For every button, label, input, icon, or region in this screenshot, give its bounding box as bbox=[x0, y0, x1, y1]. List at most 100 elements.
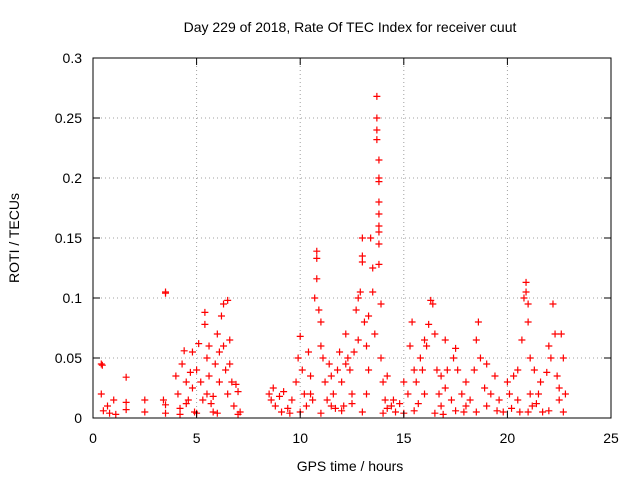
y-tick-label: 0 bbox=[74, 410, 82, 426]
data-point bbox=[355, 295, 362, 302]
data-point bbox=[396, 400, 403, 407]
data-point bbox=[183, 379, 190, 386]
data-point bbox=[560, 355, 567, 362]
data-point bbox=[106, 410, 113, 417]
data-point bbox=[510, 373, 517, 380]
data-point bbox=[99, 362, 106, 369]
data-point bbox=[346, 367, 353, 374]
data-point bbox=[539, 409, 546, 416]
data-point bbox=[473, 409, 480, 416]
data-point bbox=[266, 391, 273, 398]
data-point bbox=[369, 289, 376, 296]
data-point bbox=[210, 393, 217, 400]
y-tick-label: 0.15 bbox=[55, 230, 82, 246]
data-point bbox=[307, 373, 314, 380]
data-point bbox=[378, 355, 385, 362]
data-point bbox=[452, 407, 459, 414]
data-point bbox=[523, 289, 530, 296]
data-point bbox=[556, 397, 563, 404]
data-point bbox=[442, 337, 449, 344]
data-point bbox=[187, 369, 194, 376]
data-point bbox=[357, 289, 364, 296]
data-point bbox=[365, 313, 372, 320]
data-point bbox=[444, 367, 451, 374]
data-point bbox=[363, 343, 370, 350]
data-point bbox=[226, 361, 233, 368]
x-tick-label: 20 bbox=[500, 430, 516, 446]
data-point bbox=[483, 361, 490, 368]
data-point bbox=[504, 379, 511, 386]
data-point bbox=[415, 400, 422, 407]
data-point bbox=[359, 253, 366, 260]
data-point bbox=[123, 399, 130, 406]
data-point bbox=[535, 391, 542, 398]
data-point bbox=[508, 405, 515, 412]
data-point bbox=[110, 397, 117, 404]
data-point bbox=[123, 406, 130, 413]
data-point bbox=[141, 397, 148, 404]
data-point bbox=[382, 397, 389, 404]
data-point bbox=[373, 115, 380, 122]
data-point bbox=[351, 349, 358, 356]
data-point bbox=[359, 259, 366, 266]
data-point bbox=[462, 379, 469, 386]
data-point bbox=[104, 403, 111, 410]
data-point bbox=[545, 407, 552, 414]
data-point bbox=[162, 410, 169, 417]
data-point bbox=[214, 410, 221, 417]
data-point bbox=[375, 157, 382, 164]
data-point bbox=[220, 301, 227, 308]
data-point bbox=[179, 361, 186, 368]
data-point bbox=[525, 319, 532, 326]
data-point bbox=[520, 295, 527, 302]
data-point bbox=[440, 411, 447, 418]
data-point bbox=[425, 321, 432, 328]
data-point bbox=[98, 391, 105, 398]
data-point bbox=[375, 211, 382, 218]
data-point bbox=[481, 385, 488, 392]
data-point bbox=[313, 248, 320, 255]
data-point bbox=[375, 178, 382, 185]
data-point bbox=[436, 391, 443, 398]
data-point bbox=[317, 319, 324, 326]
data-point bbox=[224, 391, 231, 398]
data-point bbox=[301, 391, 308, 398]
x-tick-label: 15 bbox=[396, 430, 412, 446]
data-point bbox=[272, 403, 279, 410]
data-point bbox=[280, 388, 287, 395]
data-point bbox=[367, 235, 374, 242]
data-point bbox=[177, 405, 184, 412]
y-tick-label: 0.3 bbox=[63, 50, 83, 66]
data-point bbox=[458, 391, 465, 398]
data-point bbox=[349, 400, 356, 407]
data-point bbox=[355, 337, 362, 344]
data-point bbox=[319, 355, 326, 362]
data-point bbox=[276, 393, 283, 400]
data-point bbox=[342, 331, 349, 338]
data-point bbox=[371, 331, 378, 338]
data-point bbox=[545, 343, 552, 350]
data-point bbox=[531, 367, 538, 374]
data-point bbox=[317, 410, 324, 417]
data-point bbox=[303, 403, 310, 410]
data-point bbox=[477, 355, 484, 362]
data-point bbox=[363, 391, 370, 398]
data-point bbox=[549, 301, 556, 308]
data-point bbox=[378, 301, 385, 308]
data-point bbox=[201, 321, 208, 328]
data-point bbox=[373, 127, 380, 134]
x-tick-label: 0 bbox=[89, 430, 97, 446]
data-point bbox=[500, 409, 507, 416]
data-point bbox=[411, 367, 418, 374]
data-point bbox=[112, 411, 119, 418]
data-point bbox=[189, 385, 196, 392]
data-point bbox=[450, 355, 457, 362]
data-point bbox=[400, 379, 407, 386]
x-axis-label: GPS time / hours bbox=[297, 458, 404, 474]
data-point bbox=[199, 397, 206, 404]
data-point bbox=[313, 255, 320, 262]
data-point bbox=[210, 409, 217, 416]
data-point bbox=[407, 343, 414, 350]
data-point bbox=[375, 229, 382, 236]
data-point bbox=[336, 349, 343, 356]
